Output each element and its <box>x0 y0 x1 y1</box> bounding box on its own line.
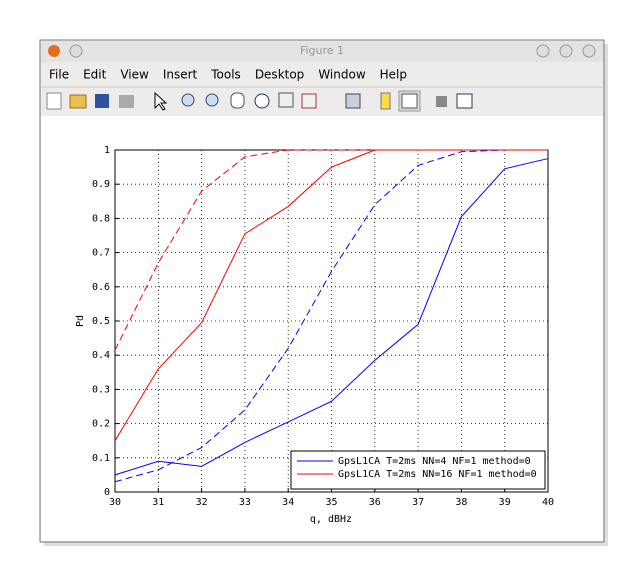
x-tick-label: 35 <box>325 497 337 508</box>
y-tick-label: 0.9 <box>92 179 110 190</box>
menu-item[interactable]: Tools <box>210 68 241 82</box>
y-tick-label: 0.8 <box>92 213 110 224</box>
x-tick-label: 37 <box>412 497 424 508</box>
y-axis-label: Pd <box>75 315 86 327</box>
data-line <box>114 149 548 483</box>
y-tick-label: 0.5 <box>92 316 110 327</box>
title-bar <box>41 41 603 62</box>
window-title: Figure 1 <box>300 44 344 57</box>
tool-print[interactable] <box>119 95 134 108</box>
x-tick-label: 36 <box>369 497 381 508</box>
y-tick-label: 0.7 <box>92 248 110 259</box>
x-axis-label: q, dBHz <box>310 514 352 525</box>
x-tick-label: 31 <box>152 497 164 508</box>
menu-item[interactable]: Help <box>380 68 407 82</box>
toolbar <box>46 90 473 112</box>
tool-show-tools[interactable] <box>456 93 473 109</box>
tool-link[interactable] <box>345 93 361 109</box>
menu-item[interactable]: File <box>49 68 69 82</box>
x-tick-label: 39 <box>499 497 511 508</box>
x-tick-label: 34 <box>282 497 294 508</box>
y-tick-label: 1 <box>104 145 110 156</box>
tool-colorbar[interactable] <box>380 92 391 110</box>
y-tick-label: 0.4 <box>92 350 110 361</box>
tool-legend[interactable] <box>401 93 418 109</box>
x-tick-label: 32 <box>196 497 208 508</box>
x-tick-label: 40 <box>542 497 554 508</box>
tool-hide-tools[interactable] <box>436 96 447 107</box>
minimize-button[interactable] <box>536 44 550 58</box>
x-tick-label: 30 <box>109 497 121 508</box>
legend <box>290 450 546 490</box>
tool-brush[interactable] <box>301 93 317 109</box>
legend-label: GpsL1CA T=2ms NN=16 NF=1 method=0 <box>338 469 537 480</box>
x-tick-label: 38 <box>455 497 467 508</box>
y-tick-label: 0.1 <box>92 453 110 464</box>
tool-datatip[interactable] <box>278 92 294 108</box>
menu-item[interactable]: Desktop <box>255 68 305 82</box>
tool-save[interactable] <box>95 94 109 108</box>
data-line <box>114 149 548 351</box>
menu-item[interactable]: Edit <box>83 68 107 82</box>
menu-item[interactable]: Insert <box>163 68 198 82</box>
tool-open[interactable] <box>69 94 87 109</box>
tool-pointer[interactable] <box>154 91 168 111</box>
menu-item[interactable]: Window <box>318 68 366 82</box>
close-button[interactable] <box>582 44 596 58</box>
data-line <box>114 158 549 476</box>
y-tick-label: 0.3 <box>92 384 110 395</box>
tool-zoom-in[interactable] <box>181 93 195 107</box>
x-tick-label: 33 <box>239 497 251 508</box>
legend-label: GpsL1CA T=2ms NN=4 NF=1 method=0 <box>338 456 531 467</box>
tool-new[interactable] <box>46 92 62 110</box>
y-tick-label: 0.6 <box>92 282 110 293</box>
tool-zoom-out[interactable] <box>205 93 219 107</box>
app-icon <box>48 45 60 57</box>
y-tick-label: 0 <box>104 487 110 498</box>
tool-pan[interactable] <box>230 92 245 109</box>
tool-rotate[interactable] <box>254 93 270 109</box>
y-tick-label: 0.2 <box>92 419 110 430</box>
maximize-button[interactable] <box>559 44 573 58</box>
menu-item[interactable]: View <box>120 68 149 82</box>
pin-button[interactable] <box>69 44 83 58</box>
